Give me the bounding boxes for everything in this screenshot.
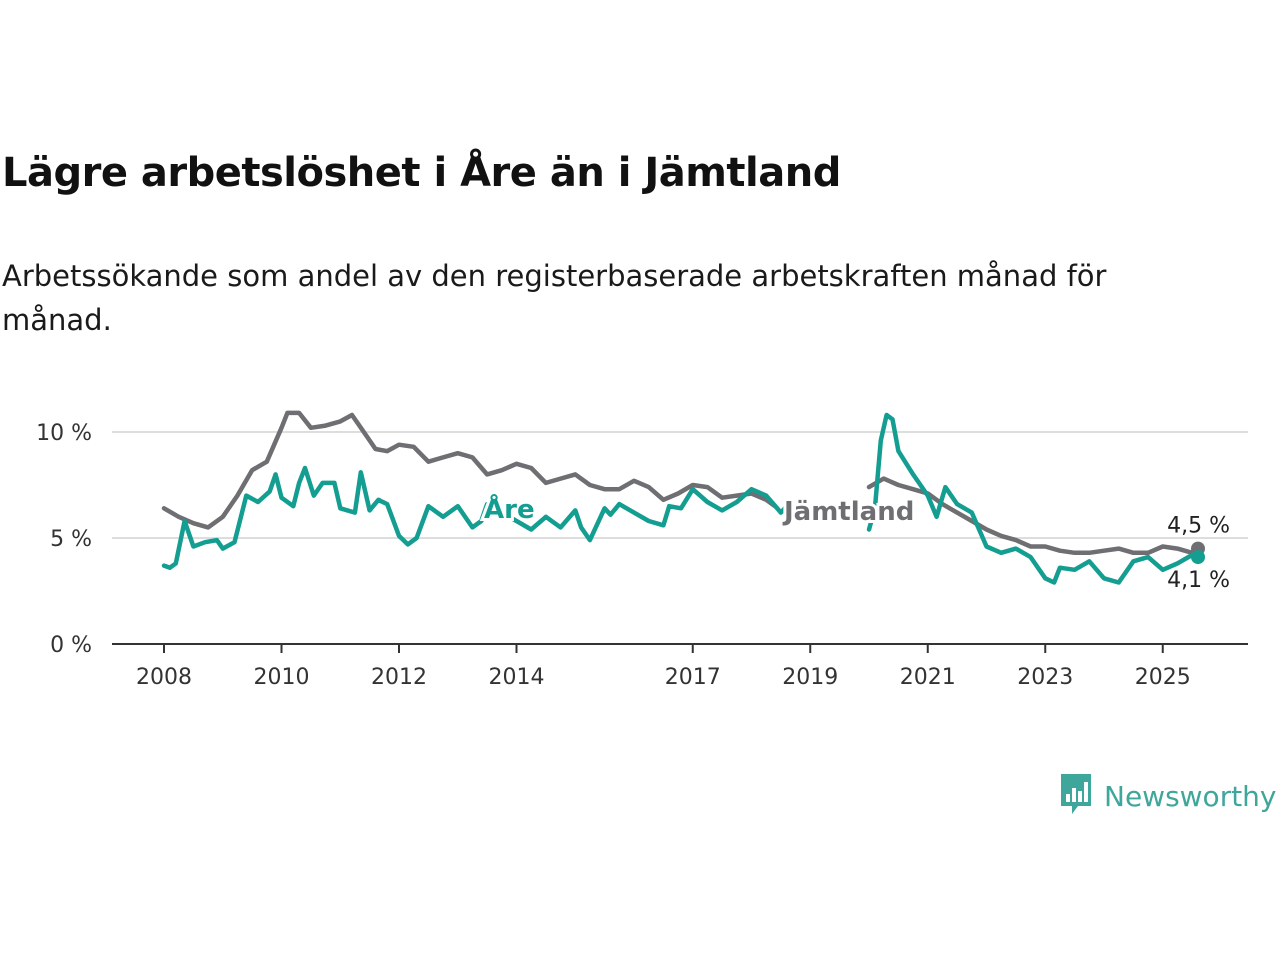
series-label-are: Åre — [484, 493, 535, 525]
gridlines — [112, 431, 1248, 539]
chart-bubble-icon — [1058, 772, 1094, 820]
series-line-jmtland — [866, 476, 1201, 556]
end-point-marker — [1191, 550, 1205, 565]
x-tick-label: 2012 — [371, 665, 427, 690]
y-axis-ticks: 0 % 5 % 10 % — [36, 421, 92, 658]
series-labels: 4,5 % 4,1 % Jämtland Åre — [481, 490, 1230, 593]
chart-subtitle: Arbetssökande som andel av den registerb… — [2, 259, 1107, 337]
x-tick-label: 2014 — [489, 665, 545, 690]
series-label-jamtland: Jämtland — [782, 497, 914, 527]
newsworthy-logo: Newsworthy — [1058, 774, 1277, 818]
end-value-label: 4,1 % — [1167, 568, 1230, 593]
series-lines — [161, 410, 1205, 585]
end-value-label: 4,5 % — [1167, 514, 1230, 539]
series-line-re — [161, 465, 789, 570]
y-tick-label: 5 % — [50, 527, 92, 552]
x-tick-label: 2025 — [1135, 665, 1191, 690]
y-tick-label: 10 % — [36, 421, 92, 446]
x-tick-label: 2010 — [254, 665, 310, 690]
x-tick-label: 2017 — [665, 665, 721, 690]
x-tick-label: 2019 — [782, 665, 838, 690]
y-tick-label: 0 % — [50, 633, 92, 658]
x-tick-label: 2023 — [1017, 665, 1073, 690]
x-axis-ticks: 2008 2010 2012 2014 2017 2019 2021 2023 2025 — [136, 644, 1191, 690]
brand-name: Newsworthy — [1104, 779, 1277, 813]
chart-title: Lägre arbetslöshet i Åre än i Jämtland — [2, 150, 841, 196]
x-tick-label: 2021 — [900, 665, 956, 690]
series-line-re — [866, 412, 1201, 585]
x-tick-label: 2008 — [136, 665, 192, 690]
series-line-jmtland — [161, 410, 778, 530]
